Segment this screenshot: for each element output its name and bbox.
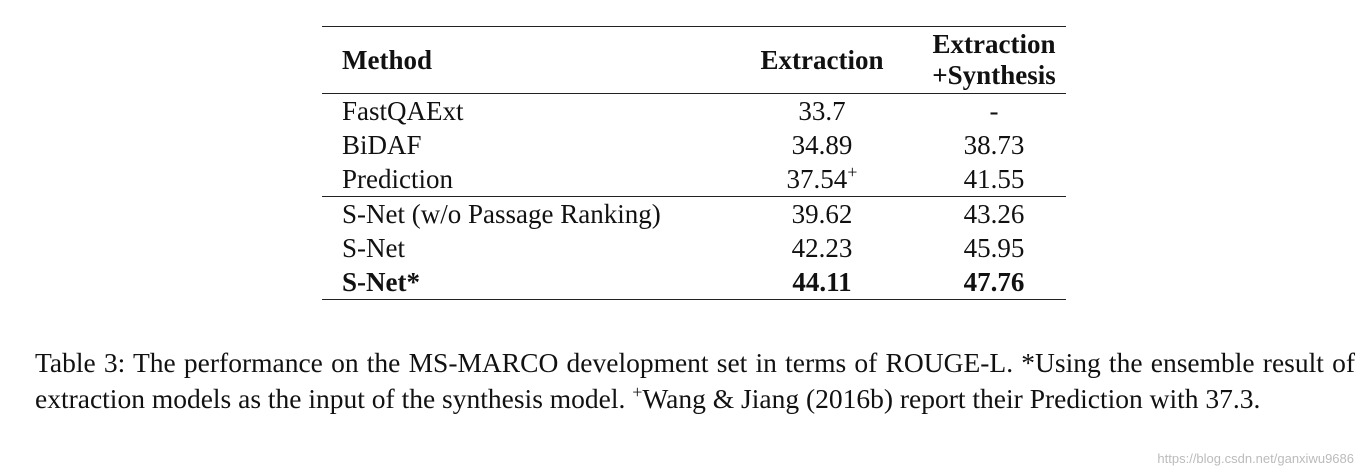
table-cell: S-Net (w/o Passage Ranking) xyxy=(342,199,661,229)
table-row: FastQAExt 33.7 - xyxy=(322,94,1066,129)
table-cell: 34.89 xyxy=(791,130,853,160)
results-table: Method Extraction Extraction +Synthesis F… xyxy=(322,26,1066,300)
caption-text: Table 3: The performance on the MS-MARCO… xyxy=(35,347,1355,414)
table-row: S-Net* 44.11 47.76 xyxy=(322,265,1066,300)
header-line: Extraction xyxy=(932,29,1056,59)
cell-text: 37.54 xyxy=(786,164,848,194)
watermark: https://blog.csdn.net/ganxiwu9686 xyxy=(1157,451,1354,466)
caption-sup: + xyxy=(632,382,643,402)
table-cell: 45.95 xyxy=(963,233,1025,263)
table-row: S-Net (w/o Passage Ranking) 39.62 43.26 xyxy=(322,197,1066,232)
table-cell: 33.7 xyxy=(798,96,846,126)
table-cell: 44.11 xyxy=(792,267,852,297)
table-cell: S-Net* xyxy=(342,267,420,297)
table-cell: FastQAExt xyxy=(342,96,464,126)
table-cell: 43.26 xyxy=(963,199,1025,229)
header-row: Method Extraction Extraction +Synthesis xyxy=(322,26,1066,94)
table-cell: 47.76 xyxy=(963,267,1025,297)
header-cell: Extraction +Synthesis xyxy=(922,27,1066,94)
header-cell: Extraction xyxy=(760,44,884,75)
header-line: +Synthesis xyxy=(932,60,1056,90)
table-cell: 38.73 xyxy=(963,130,1025,160)
table-cell: 42.23 xyxy=(791,233,853,263)
caption-text: Wang & Jiang (2016b) report their Predic… xyxy=(642,383,1261,414)
table-cell: 41.55 xyxy=(963,164,1025,194)
caption: Table 3: The performance on the MS-MARCO… xyxy=(35,345,1355,417)
table-cell: BiDAF xyxy=(342,130,422,160)
table-cell: - xyxy=(989,96,999,126)
table-cell: 37.54+ xyxy=(722,162,922,197)
table-cell: S-Net xyxy=(342,233,405,263)
table-cell: Prediction xyxy=(342,164,453,194)
header-cell: Method xyxy=(342,44,432,75)
table-cell: 39.62 xyxy=(791,199,853,229)
cell-sup: + xyxy=(847,162,858,182)
table-row: S-Net 42.23 45.95 xyxy=(322,231,1066,265)
table-row: Prediction 37.54+ 41.55 xyxy=(322,162,1066,197)
table-row: BiDAF 34.89 38.73 xyxy=(322,128,1066,162)
